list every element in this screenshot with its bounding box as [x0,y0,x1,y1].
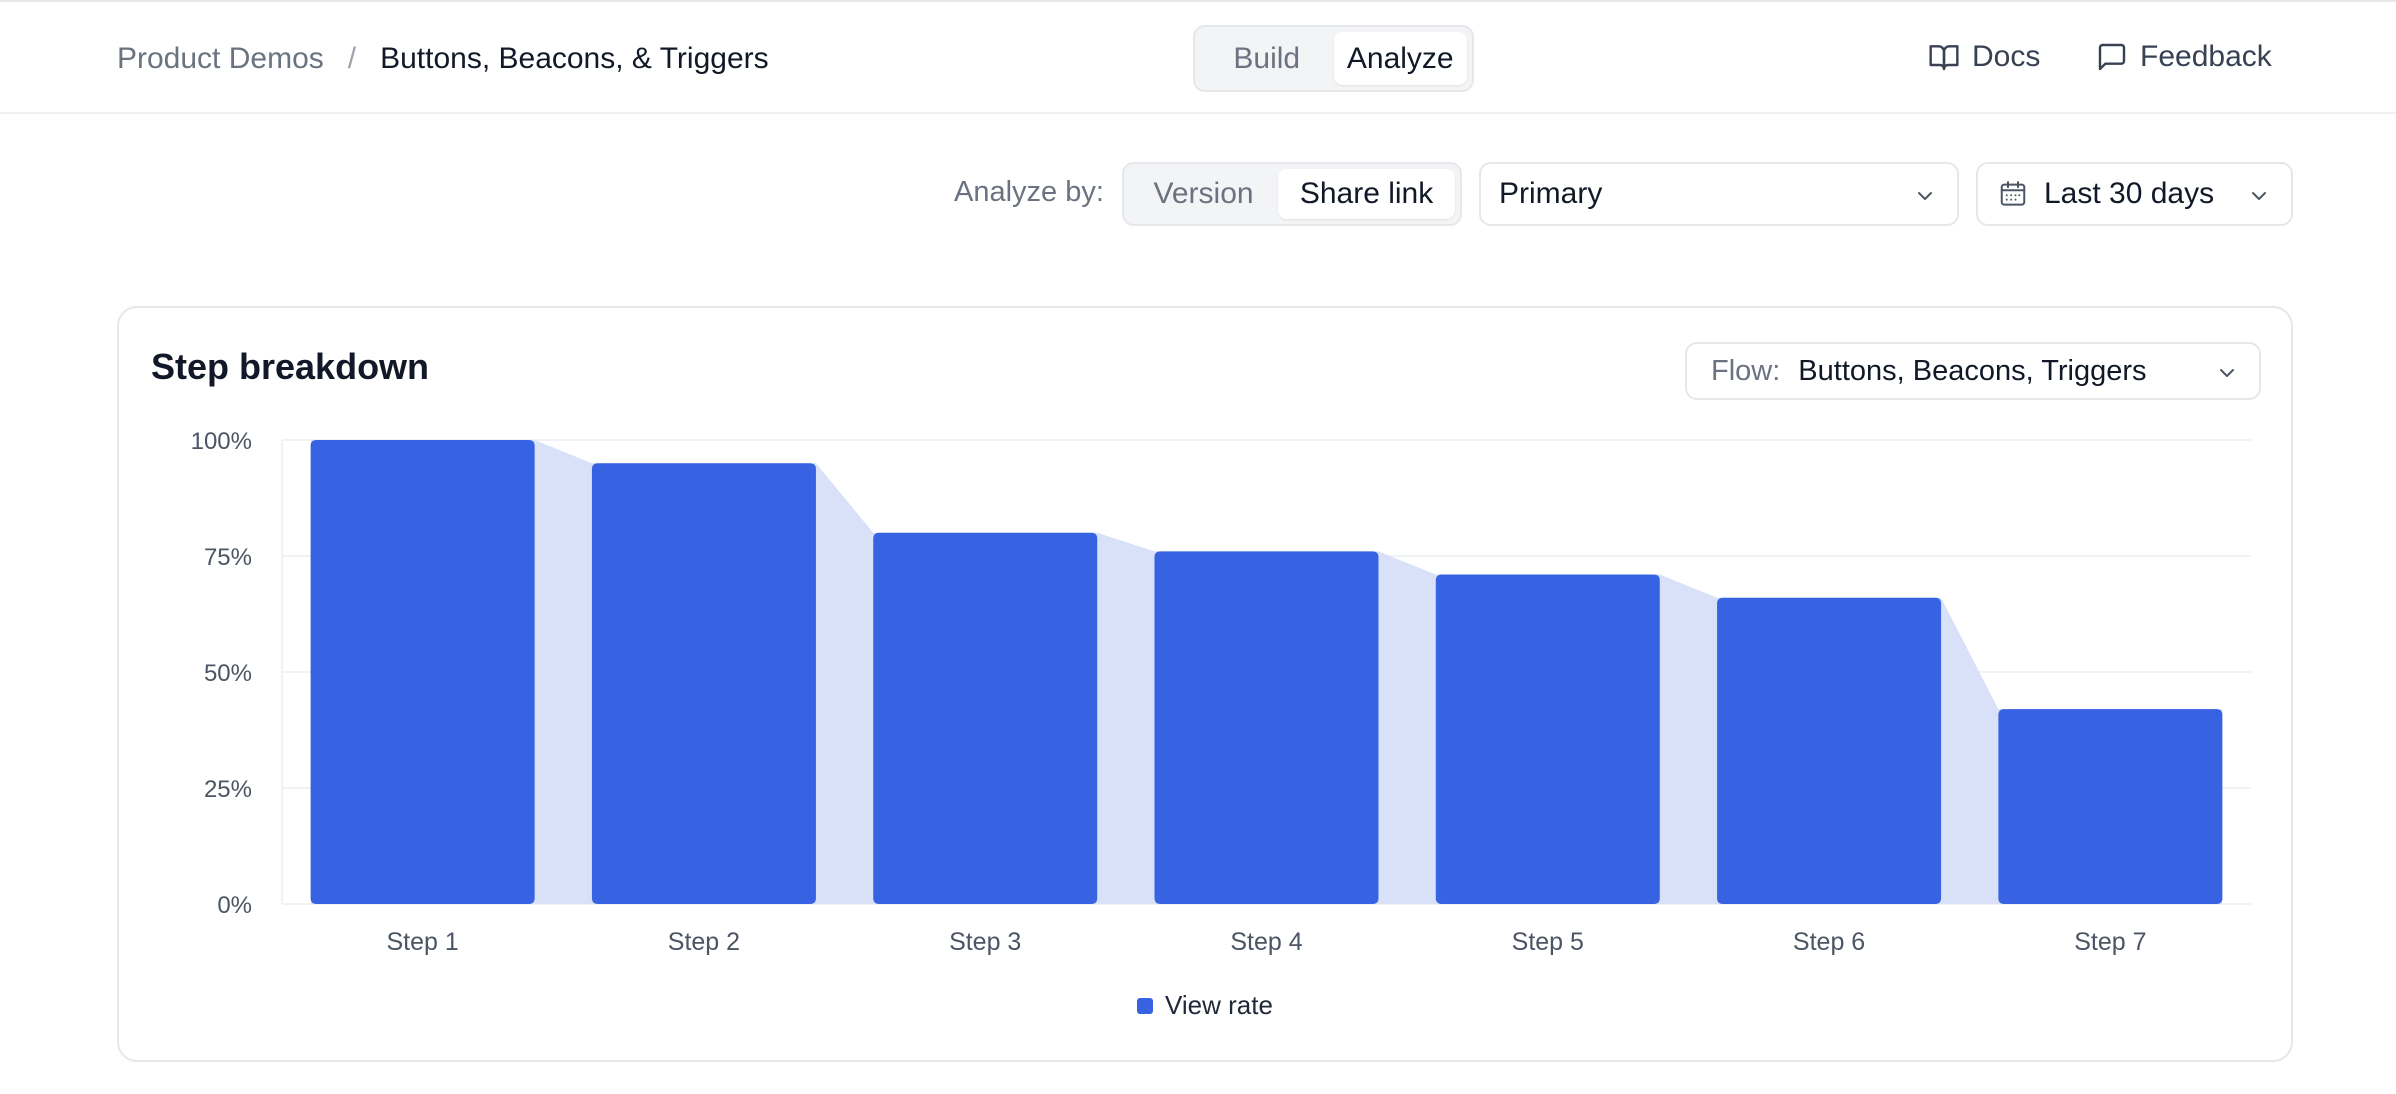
x-tick-label: Step 7 [2074,928,2146,956]
breadcrumb-parent-link[interactable]: Product Demos [117,42,324,75]
breadcrumb-current: Buttons, Beacons, & Triggers [380,42,769,75]
x-tick-label: Step 2 [668,928,740,956]
date-range-value: Last 30 days [2044,177,2215,210]
y-tick-label: 0% [217,892,252,919]
y-tick-label: 25% [204,776,252,803]
analyze-by-label: Analyze by: [954,176,1104,208]
bar-step-2 [591,463,816,904]
analyze-by-toggle: Version Share link [1122,162,1462,226]
x-tick-label: Step 1 [387,928,459,956]
flow-label: Flow: [1711,354,1781,387]
top-bar: Product Demos / Buttons, Beacons, & Trig… [0,0,2396,114]
primary-select[interactable]: Primary [1479,162,1959,226]
chart-legend: View rate [119,990,2291,1021]
calendar-icon [2000,181,2026,206]
breadcrumb-separator: / [347,42,357,75]
feedback-link[interactable]: Feedback [2096,40,2272,74]
date-range-select[interactable]: Last 30 days [1976,162,2293,226]
bar-step-5 [1435,574,1660,904]
share-link-tab[interactable]: Share link [1278,169,1455,219]
build-tab[interactable]: Build [1233,41,1301,75]
docs-link[interactable]: Docs [1928,40,2040,74]
x-tick-label: Step 5 [1512,928,1584,956]
step-breakdown-card: Step breakdown Flow: Buttons, Beacons, T… [117,306,2293,1062]
x-tick-label: Step 6 [1793,928,1865,956]
breadcrumb: Product Demos / Buttons, Beacons, & Trig… [117,40,769,78]
y-tick-label: 50% [204,660,252,687]
x-tick-label: Step 4 [1230,928,1302,956]
legend-label: View rate [1165,990,1273,1020]
chevron-down-icon [1918,192,1932,200]
chevron-down-icon [2220,369,2234,377]
bar-step-6 [1717,597,1942,904]
x-tick-label: Step 3 [949,928,1021,956]
y-tick-label: 75% [204,544,252,571]
card-title: Step breakdown [151,346,430,387]
book-icon [1929,45,1959,71]
feedback-label: Feedback [2140,40,2272,73]
message-square-icon [2098,43,2126,71]
primary-select-value: Primary [1499,177,1603,210]
step-breakdown-chart: 0% 25% 50% 75% 100% Step 1 Step 2 Step 3 Step 4 S… [191,428,2251,956]
analyze-tab[interactable]: Analyze [1333,32,1467,85]
mode-toggle: Build Analyze [1193,25,1474,92]
legend-swatch [1137,997,1154,1014]
bar-step-1 [310,440,535,904]
docs-label: Docs [1972,40,2041,73]
version-tab[interactable]: Version [1153,177,1254,210]
bar-step-3 [873,532,1098,904]
analyze-toolbar: Analyze by: Version Share link Primary L… [0,162,2396,226]
chevron-down-icon [2252,192,2266,200]
flow-select[interactable]: Flow: Buttons, Beacons, Triggers [1685,342,2261,400]
y-tick-label: 100% [191,428,252,455]
bar-step-4 [1154,551,1379,904]
flow-value: Buttons, Beacons, Triggers [1798,354,2147,387]
bar-step-7 [1998,709,2223,904]
